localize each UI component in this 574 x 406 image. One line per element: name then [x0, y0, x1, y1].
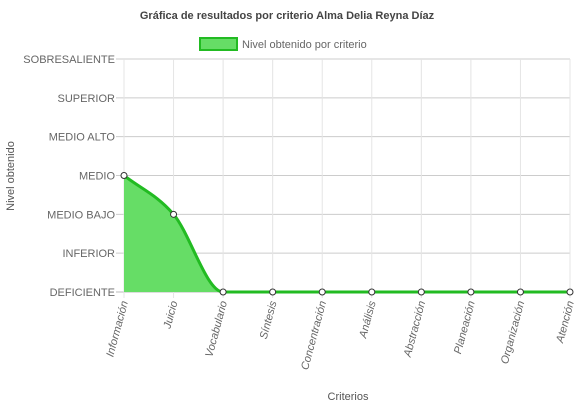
data-point[interactable]: [269, 288, 277, 296]
x-tick-label: Información: [104, 300, 130, 359]
y-tick-label: SUPERIOR: [58, 93, 116, 105]
grid: [116, 58, 571, 298]
x-tick-label: Síntesis: [258, 299, 280, 340]
y-tick-label: MEDIO ALTO: [49, 132, 116, 144]
data-point[interactable]: [120, 172, 128, 179]
chart-title: Gráfica de resultados por criterio Alma …: [140, 10, 435, 22]
x-tick-label: Organización: [499, 300, 527, 366]
data-point[interactable]: [219, 288, 227, 296]
data-point[interactable]: [566, 288, 574, 296]
y-axis-title: Nivel obtenido: [5, 141, 17, 211]
data-point[interactable]: [318, 288, 326, 296]
x-tick-label: Vocabulario: [203, 300, 230, 359]
data-point[interactable]: [516, 288, 524, 296]
legend-label: Nivel obtenido por criterio: [242, 39, 367, 51]
data-point[interactable]: [467, 288, 475, 296]
x-tick-label: Concentración: [299, 300, 329, 372]
series-area-fill: [124, 175, 570, 292]
y-tick-label: DEFICIENTE: [50, 287, 115, 299]
x-tick-label: Atención: [554, 300, 574, 345]
x-axis-ticks: Información Juicio Vocabulario Síntesis Conc…: [104, 299, 574, 371]
data-points: [120, 172, 574, 296]
x-tick-label: Abstracción: [402, 300, 429, 360]
y-tick-label: MEDIO BAJO: [47, 209, 115, 221]
legend-swatch: [199, 37, 238, 51]
plot-area: [123, 174, 570, 294]
y-axis-ticks: DEFICIENTE INFERIOR MEDIO BAJO MEDIO MEDIO A…: [23, 54, 115, 299]
x-axis-title: Criterios: [328, 391, 369, 403]
x-tick-label: Planeación: [452, 300, 478, 356]
legend[interactable]: Nivel obtenido por criterio: [199, 37, 367, 51]
data-point[interactable]: [417, 288, 425, 296]
data-point[interactable]: [368, 288, 376, 296]
y-tick-label: MEDIO: [79, 171, 116, 183]
y-tick-label: INFERIOR: [62, 248, 115, 260]
data-point[interactable]: [170, 210, 178, 218]
series-line: [123, 174, 570, 294]
x-tick-label: Juicio: [161, 300, 180, 331]
x-tick-label: Análisis: [357, 299, 379, 340]
y-tick-label: SOBRESALIENTE: [23, 54, 115, 66]
